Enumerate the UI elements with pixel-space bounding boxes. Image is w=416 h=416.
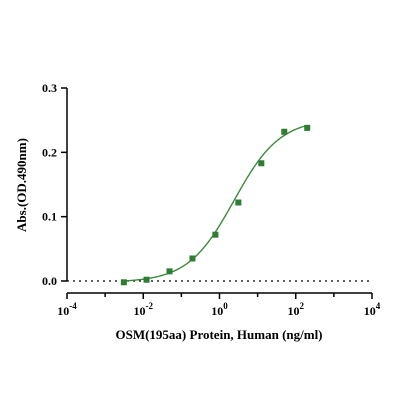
- data-point: [235, 199, 242, 206]
- data-point: [281, 128, 288, 135]
- data-points: [120, 124, 311, 286]
- data-point: [304, 124, 311, 131]
- x-tick-label: 10-2: [134, 301, 154, 318]
- data-point: [258, 160, 265, 167]
- y-axis-ticks: 0.0 0.1 0.2 0.3: [42, 81, 67, 288]
- y-tick-label: 0.1: [42, 210, 57, 224]
- x-axis-title: OSM(195aa) Protein, Human (ng/ml): [115, 327, 322, 342]
- x-tick-label: 10-4: [57, 301, 77, 318]
- x-tick-label: 102: [288, 301, 305, 318]
- y-tick-label: 0.2: [42, 145, 57, 159]
- data-point: [189, 255, 196, 262]
- data-point: [143, 276, 150, 283]
- data-point: [120, 279, 127, 286]
- y-axis-title: Abs.(OD.490nm): [14, 138, 29, 232]
- data-point: [166, 268, 173, 275]
- data-point: [212, 231, 219, 238]
- fit-curve: [123, 124, 308, 282]
- x-axis-ticks: 10-4 10-2 100 102 104: [57, 293, 381, 318]
- y-tick-label: 0.3: [42, 81, 57, 95]
- x-tick-label: 104: [364, 301, 381, 318]
- x-tick-label: 100: [211, 301, 228, 318]
- y-tick-label: 0.0: [42, 274, 57, 288]
